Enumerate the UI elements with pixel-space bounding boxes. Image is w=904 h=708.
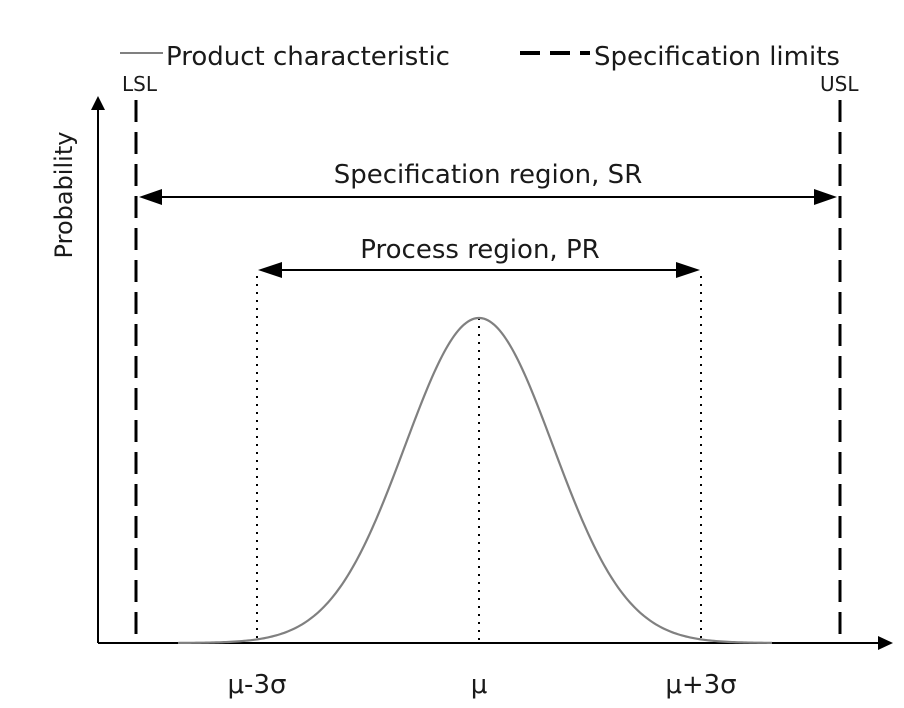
legend-spec-label: Specification limits [594, 42, 840, 72]
process-region-label: Process region, PR [360, 235, 599, 265]
product-characteristic-curve [177, 316, 773, 645]
y-axis-arrowhead [91, 96, 105, 110]
legend-product-label: Product characteristic [166, 42, 450, 72]
lsl-label: LSL [122, 72, 158, 96]
process-region: Process region, PR [258, 235, 700, 278]
usl-label: USL [820, 72, 859, 96]
tick-minus3sigma: μ-3σ [228, 670, 287, 700]
x-axis-arrowhead [878, 636, 893, 650]
process-region-left-arrowhead [258, 262, 282, 278]
tick-mu: μ [471, 670, 488, 700]
tick-plus3sigma: μ+3σ [665, 670, 736, 700]
y-axis-label: Probability [50, 132, 78, 259]
process-region-right-arrowhead [676, 262, 700, 278]
specification-region-left-arrowhead [139, 189, 162, 205]
specification-region-right-arrowhead [814, 189, 837, 205]
specification-region-label: Specification region, SR [334, 160, 643, 190]
legend: Product characteristic Specification lim… [120, 42, 840, 72]
specification-region: Specification region, SR [139, 160, 837, 205]
